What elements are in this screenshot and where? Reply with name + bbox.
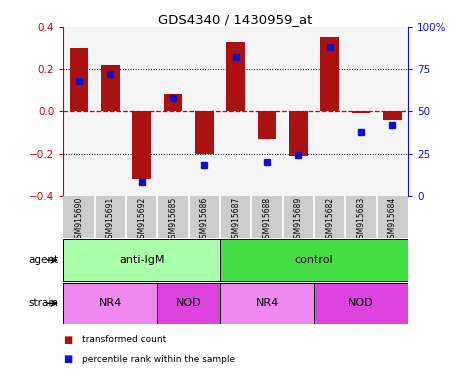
Bar	[314, 283, 408, 324]
Text: GSM915686: GSM915686	[200, 197, 209, 243]
Text: GSM915692: GSM915692	[137, 197, 146, 243]
Text: NOD: NOD	[176, 298, 202, 308]
Text: control: control	[295, 255, 333, 265]
Text: ■: ■	[63, 335, 73, 345]
Text: agent: agent	[29, 255, 59, 265]
Bar	[195, 111, 214, 154]
Bar	[63, 239, 220, 281]
Text: GSM915683: GSM915683	[356, 197, 365, 243]
Bar	[320, 38, 339, 111]
Bar	[226, 42, 245, 111]
Text: ■: ■	[63, 354, 73, 364]
Text: NR4: NR4	[256, 298, 279, 308]
Text: GSM915691: GSM915691	[106, 197, 115, 243]
Text: strain: strain	[29, 298, 59, 308]
Text: GSM915682: GSM915682	[325, 197, 334, 243]
Bar	[157, 283, 220, 324]
Bar	[101, 65, 120, 111]
Bar	[69, 48, 88, 111]
Bar	[257, 111, 276, 139]
Bar	[383, 111, 402, 120]
Bar	[164, 94, 182, 111]
Text: GSM915689: GSM915689	[294, 197, 303, 243]
Text: GSM915688: GSM915688	[263, 197, 272, 243]
Text: GSM915690: GSM915690	[75, 197, 83, 243]
Text: NR4: NR4	[98, 298, 122, 308]
Bar	[132, 111, 151, 179]
Text: percentile rank within the sample: percentile rank within the sample	[82, 354, 235, 364]
Text: anti-IgM: anti-IgM	[119, 255, 165, 265]
Text: GSM915687: GSM915687	[231, 197, 240, 243]
Bar	[352, 111, 371, 114]
Bar	[220, 239, 408, 281]
Bar	[220, 283, 314, 324]
Text: GSM915684: GSM915684	[388, 197, 397, 243]
Text: NOD: NOD	[348, 298, 374, 308]
Text: GSM915685: GSM915685	[168, 197, 177, 243]
Bar	[289, 111, 308, 156]
Text: transformed count: transformed count	[82, 335, 166, 344]
Bar	[63, 283, 157, 324]
Title: GDS4340 / 1430959_at: GDS4340 / 1430959_at	[159, 13, 313, 26]
